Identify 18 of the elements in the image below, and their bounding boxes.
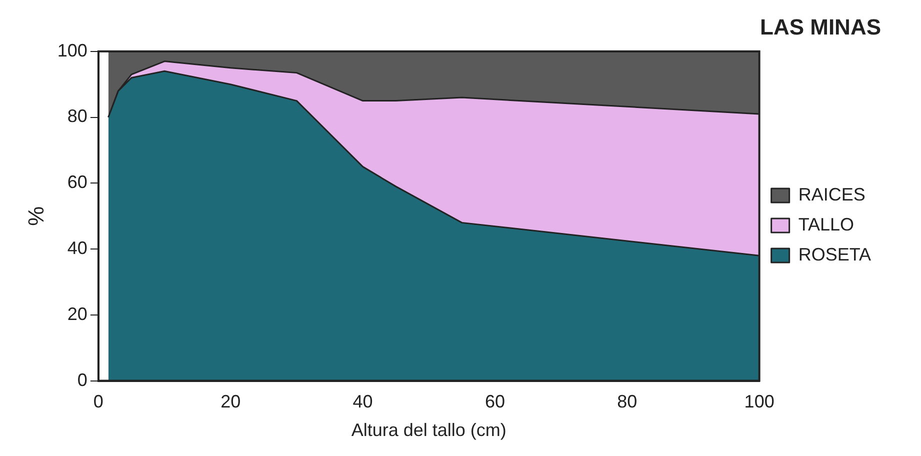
y-tick-label: 60 <box>67 172 88 192</box>
x-tick-label: 100 <box>744 392 774 412</box>
legend-label: ROSETA <box>798 244 872 264</box>
legend-label: RAICES <box>798 184 866 204</box>
text: LAS MINAS <box>760 14 881 40</box>
y-axis-title: % <box>23 206 48 226</box>
x-tick-label: 0 <box>93 392 104 412</box>
x-tick-label: 40 <box>352 392 373 412</box>
x-tick-label: 20 <box>220 392 241 412</box>
x-axis-title: Altura del tallo (cm) <box>351 420 506 440</box>
legend-label: TALLO <box>798 214 854 234</box>
x-tick-label: 80 <box>617 392 638 412</box>
y-tick-label: 40 <box>67 238 88 258</box>
x-tick-label: 60 <box>484 392 505 412</box>
y-tick-label: 20 <box>67 304 88 324</box>
y-tick-label: 0 <box>77 370 88 390</box>
y-tick-label: 80 <box>67 106 88 126</box>
y-tick-label: 100 <box>57 40 88 60</box>
